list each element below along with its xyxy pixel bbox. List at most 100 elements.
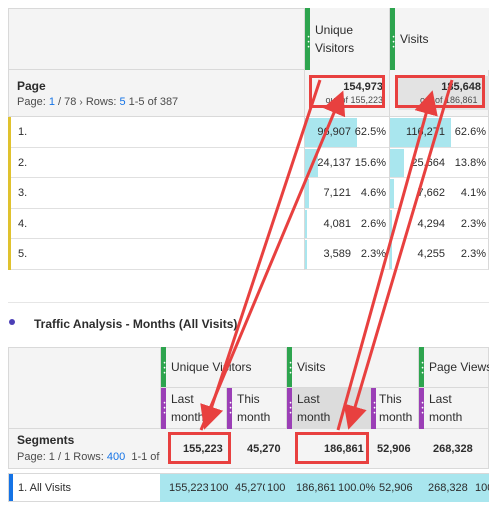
- metric-color-marker: [287, 347, 292, 387]
- page-current-input[interactable]: 1: [48, 96, 55, 108]
- metric-color-marker: [419, 347, 424, 387]
- total-cell-unique-visitors: 154,973 out of 155,223: [304, 70, 389, 117]
- column-group-unique-visitors[interactable]: • • • Unique Visitors: [160, 347, 286, 387]
- drag-handle-icon[interactable]: • • •: [163, 401, 166, 417]
- cell-percent: 62.5%: [354, 126, 386, 138]
- total-subtext: out of 155,223: [325, 95, 383, 105]
- cell-divider: [304, 117, 305, 148]
- metric-color-marker: [305, 8, 310, 70]
- drag-handle-icon[interactable]: • • •: [163, 361, 166, 377]
- highlight-box: [395, 75, 485, 108]
- row-label: 4.: [18, 217, 28, 230]
- subcolumn-label: month: [237, 410, 271, 424]
- cell-value: 52,906: [379, 482, 413, 494]
- subcolumn-label: Last: [171, 392, 194, 406]
- column-group-page-views[interactable]: • • • Page Views: [418, 347, 489, 387]
- cell-divider: [304, 147, 305, 178]
- percent-bar: [390, 179, 395, 208]
- cell-divider: [304, 178, 305, 209]
- segment-color-marker: [161, 388, 166, 430]
- arrow-line: [200, 79, 322, 430]
- percent-bar: [305, 240, 307, 269]
- pagination: Page: 1 / 78 › Rows: 5 1-5 of 387: [17, 96, 178, 108]
- percent-bar: [390, 148, 404, 177]
- drag-handle-icon[interactable]: • • •: [289, 401, 292, 417]
- cell-percent: 15.6%: [354, 156, 386, 169]
- cell-divider: [389, 208, 390, 239]
- row-label: 3.: [18, 187, 28, 199]
- subcolumn-label: This: [379, 392, 402, 406]
- total-value: 268,328: [433, 443, 473, 455]
- dimension-label[interactable]: Page: [17, 79, 46, 93]
- cell-value: 100: [267, 482, 286, 494]
- total-value: 155,223: [183, 443, 223, 455]
- drag-handle-icon[interactable]: • • •: [229, 401, 232, 417]
- cell-percent: 2.3%: [460, 248, 486, 260]
- arrow-line: [336, 90, 438, 431]
- row-label: 2.: [18, 156, 28, 169]
- cell-percent: 2.6%: [360, 217, 386, 230]
- highlight-box: [168, 432, 231, 464]
- panel-bullet-icon: [9, 319, 15, 325]
- drag-handle-icon[interactable]: • • •: [307, 35, 310, 51]
- page-total: / 78: [58, 96, 77, 108]
- row-color-marker: [8, 239, 11, 270]
- percent-bar: [390, 240, 393, 269]
- row-number: 1.: [18, 482, 28, 494]
- rows-per-page-select[interactable]: 5: [119, 96, 126, 108]
- column-group-label: Unique Visitors: [171, 360, 252, 374]
- column-header-visits[interactable]: • • • Visits: [389, 8, 489, 70]
- arrow-line: [343, 79, 454, 430]
- row-color-marker: [8, 117, 11, 148]
- cell-divider: [389, 147, 390, 178]
- rows-per-page-select[interactable]: 400: [106, 451, 126, 463]
- cell-divider: [304, 208, 305, 239]
- rows-label: Rows:: [73, 451, 104, 463]
- cell-percent: 62.6%: [454, 126, 486, 138]
- cell-value: 3,589: [323, 248, 351, 260]
- pagination: Page: 1 / 1 Rows: 400 1-1 of: [17, 451, 159, 463]
- cell-divider: [389, 239, 390, 270]
- table-header: [8, 347, 489, 429]
- dimension-label[interactable]: Segments: [17, 433, 75, 447]
- row-label: 1.: [18, 126, 28, 138]
- percent-bar: [305, 209, 308, 238]
- divider: [8, 302, 489, 303]
- cell-value: 4,255: [417, 248, 445, 260]
- next-page-icon[interactable]: ›: [79, 97, 83, 108]
- drag-handle-icon[interactable]: • • •: [392, 35, 395, 51]
- row-color-marker: [8, 178, 11, 209]
- row-color-marker: [8, 208, 11, 239]
- cell-percent: 13.8%: [454, 156, 486, 169]
- subcolumn-header-last-month[interactable]: • • • Last month: [160, 387, 226, 430]
- drag-handle-icon[interactable]: • • •: [289, 361, 292, 377]
- highlight-box: [309, 75, 385, 108]
- percent-bar: [305, 179, 309, 208]
- cell-value: 4,294: [417, 217, 445, 230]
- drag-handle-icon[interactable]: • • •: [421, 401, 424, 417]
- row-color-marker: [8, 147, 11, 178]
- column-group-visits[interactable]: • • • Visits: [286, 347, 418, 387]
- row-name: All Visits: [29, 482, 72, 494]
- subcolumn-label: Last: [297, 392, 320, 406]
- cell-divider: [304, 239, 305, 270]
- cell-divider: [389, 117, 390, 148]
- cell-percent: 4.6%: [360, 187, 386, 199]
- total-value: 52,906: [377, 443, 411, 455]
- total-value: 186,861: [324, 443, 364, 455]
- column-label: Visits: [400, 32, 429, 46]
- cell-percent: 2.3%: [360, 248, 386, 260]
- drag-handle-icon[interactable]: • • •: [421, 361, 424, 377]
- page-label: Page: 1 / 1: [17, 451, 71, 463]
- highlight-box: [295, 432, 369, 464]
- subcolumn-header-last-month[interactable]: • • • Last month: [418, 387, 489, 430]
- subcolumn-header-this-month[interactable]: • • • This month: [226, 387, 286, 430]
- panel-title[interactable]: Traffic Analysis - Months (All Visits): [34, 317, 238, 331]
- drag-handle-icon[interactable]: • • •: [373, 401, 376, 417]
- metric-color-marker: [161, 347, 166, 387]
- row-range: 1-5 of 387: [128, 96, 179, 108]
- arrow-line: [199, 90, 346, 431]
- column-header-unique-visitors[interactable]: • • • Unique Visitors: [304, 8, 389, 70]
- subcolumn-header-this-month[interactable]: • • • This month: [370, 387, 418, 430]
